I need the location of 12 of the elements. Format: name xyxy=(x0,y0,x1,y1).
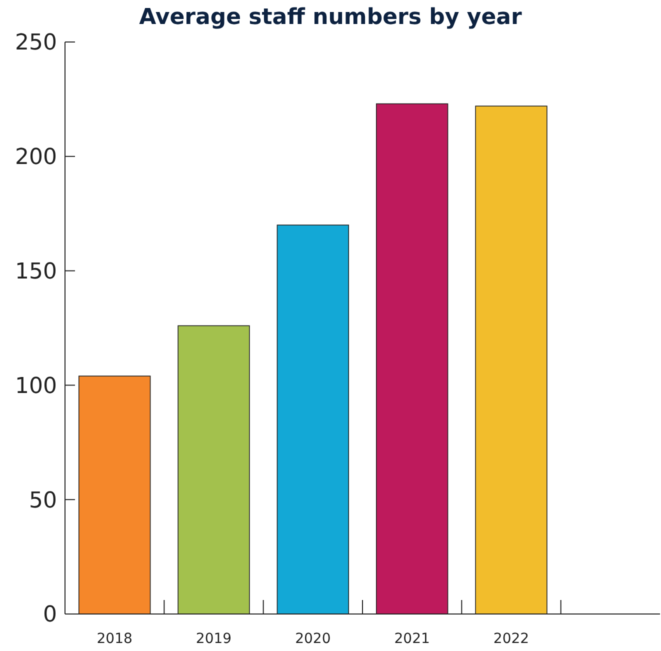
y-tick-label: 0 xyxy=(43,602,57,628)
y-tick-label: 50 xyxy=(29,488,57,514)
x-tick-label: 2019 xyxy=(196,631,232,647)
chart-title: Average staff numbers by year xyxy=(139,5,522,30)
x-tick-label: 2021 xyxy=(394,631,430,647)
y-tick-label: 250 xyxy=(15,30,57,56)
y-tick-label: 100 xyxy=(15,374,57,399)
y-tick-label: 150 xyxy=(15,260,57,284)
x-tick-label: 2018 xyxy=(96,631,132,647)
y-tick-label: 200 xyxy=(15,145,57,170)
x-tick-label: 2020 xyxy=(295,631,331,647)
x-tick-label: 2022 xyxy=(493,631,530,647)
